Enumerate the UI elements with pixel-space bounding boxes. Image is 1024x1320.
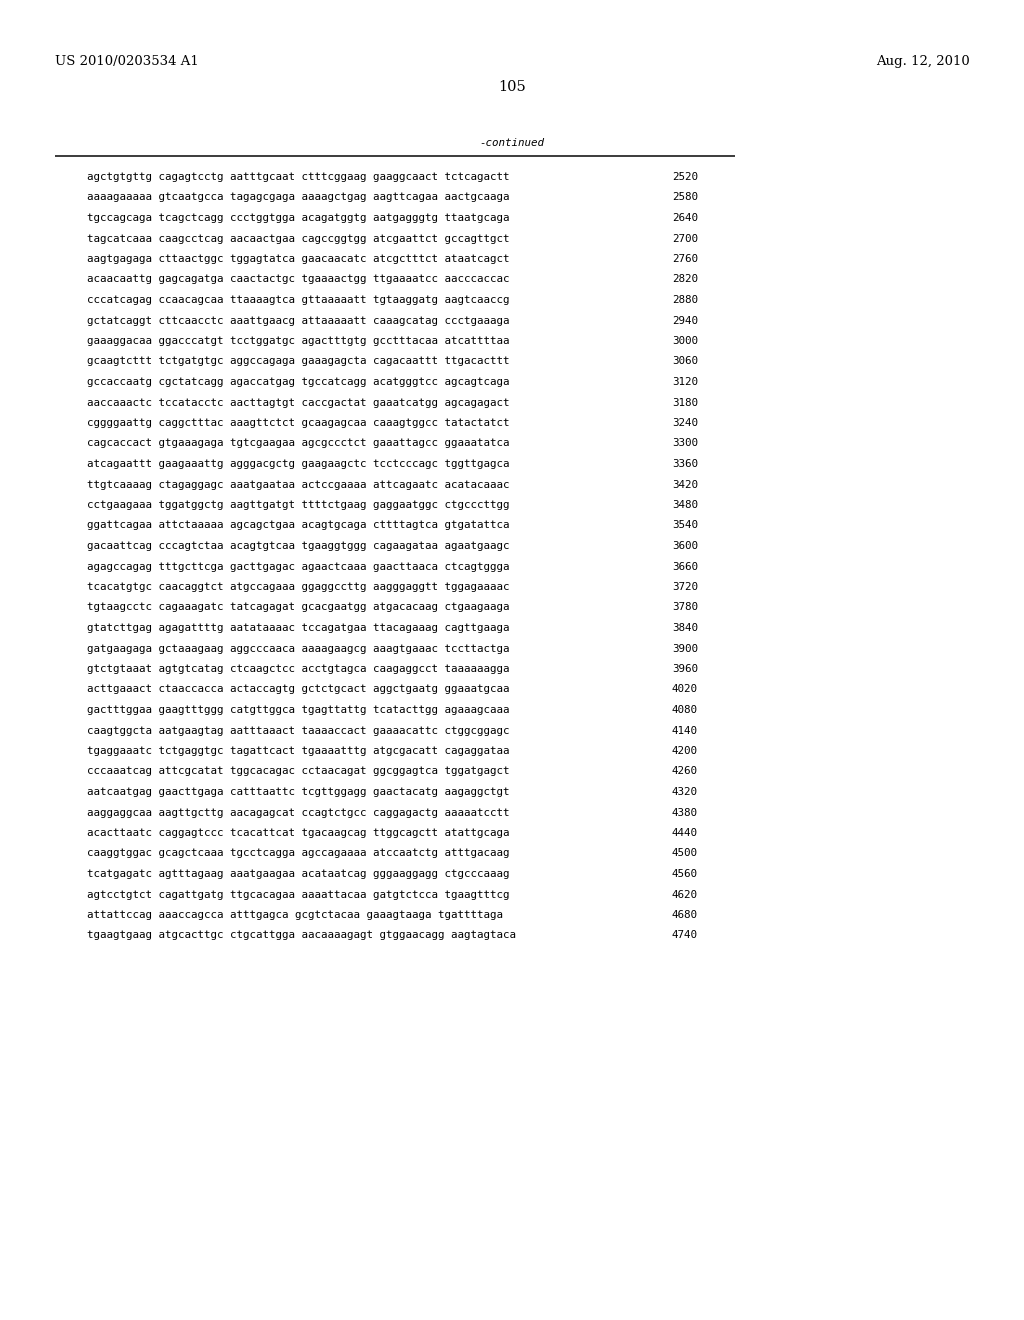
Text: 2520: 2520 bbox=[672, 172, 698, 182]
Text: tgccagcaga tcagctcagg ccctggtgga acagatggtg aatgagggtg ttaatgcaga: tgccagcaga tcagctcagg ccctggtgga acagatg… bbox=[87, 213, 510, 223]
Text: 3360: 3360 bbox=[672, 459, 698, 469]
Text: 4260: 4260 bbox=[672, 767, 698, 776]
Text: acacttaatc caggagtccc tcacattcat tgacaagcag ttggcagctt atattgcaga: acacttaatc caggagtccc tcacattcat tgacaag… bbox=[87, 828, 510, 838]
Text: agagccagag tttgcttcga gacttgagac agaactcaaa gaacttaaca ctcagtggga: agagccagag tttgcttcga gacttgagac agaactc… bbox=[87, 561, 510, 572]
Text: cccaaatcag attcgcatat tggcacagac cctaacagat ggcggagtca tggatgagct: cccaaatcag attcgcatat tggcacagac cctaaca… bbox=[87, 767, 510, 776]
Text: 3840: 3840 bbox=[672, 623, 698, 634]
Text: cggggaattg caggctttac aaagttctct gcaagagcaa caaagtggcc tatactatct: cggggaattg caggctttac aaagttctct gcaagag… bbox=[87, 418, 510, 428]
Text: 2580: 2580 bbox=[672, 193, 698, 202]
Text: cagcaccact gtgaaagaga tgtcgaagaa agcgccctct gaaattagcc ggaaatatca: cagcaccact gtgaaagaga tgtcgaagaa agcgccc… bbox=[87, 438, 510, 449]
Text: aaggaggcaa aagttgcttg aacagagcat ccagtctgcc caggagactg aaaaatcctt: aaggaggcaa aagttgcttg aacagagcat ccagtct… bbox=[87, 808, 510, 817]
Text: tcatgagatc agtttagaag aaatgaagaa acataatcag gggaaggagg ctgcccaaag: tcatgagatc agtttagaag aaatgaagaa acataat… bbox=[87, 869, 510, 879]
Text: 3180: 3180 bbox=[672, 397, 698, 408]
Text: 3540: 3540 bbox=[672, 520, 698, 531]
Text: atcagaattt gaagaaattg agggacgctg gaagaagctc tcctcccagc tggttgagca: atcagaattt gaagaaattg agggacgctg gaagaag… bbox=[87, 459, 510, 469]
Text: 105: 105 bbox=[498, 81, 526, 94]
Text: 2640: 2640 bbox=[672, 213, 698, 223]
Text: 4380: 4380 bbox=[672, 808, 698, 817]
Text: 4020: 4020 bbox=[672, 685, 698, 694]
Text: agctgtgttg cagagtcctg aatttgcaat ctttcggaag gaaggcaact tctcagactt: agctgtgttg cagagtcctg aatttgcaat ctttcgg… bbox=[87, 172, 510, 182]
Text: 4680: 4680 bbox=[672, 909, 698, 920]
Text: caaggtggac gcagctcaaa tgcctcagga agccagaaaa atccaatctg atttgacaag: caaggtggac gcagctcaaa tgcctcagga agccaga… bbox=[87, 849, 510, 858]
Text: gacaattcag cccagtctaa acagtgtcaa tgaaggtggg cagaagataa agaatgaagc: gacaattcag cccagtctaa acagtgtcaa tgaaggt… bbox=[87, 541, 510, 550]
Text: acttgaaact ctaaccacca actaccagtg gctctgcact aggctgaatg ggaaatgcaa: acttgaaact ctaaccacca actaccagtg gctctgc… bbox=[87, 685, 510, 694]
Text: cccatcagag ccaacagcaa ttaaaagtca gttaaaaatt tgtaaggatg aagtcaaccg: cccatcagag ccaacagcaa ttaaaagtca gttaaaa… bbox=[87, 294, 510, 305]
Text: Aug. 12, 2010: Aug. 12, 2010 bbox=[877, 55, 970, 69]
Text: tgtaagcctc cagaaagatc tatcagagat gcacgaatgg atgacacaag ctgaagaaga: tgtaagcctc cagaaagatc tatcagagat gcacgaa… bbox=[87, 602, 510, 612]
Text: 4620: 4620 bbox=[672, 890, 698, 899]
Text: aaaagaaaaa gtcaatgcca tagagcgaga aaaagctgag aagttcagaa aactgcaaga: aaaagaaaaa gtcaatgcca tagagcgaga aaaagct… bbox=[87, 193, 510, 202]
Text: 2820: 2820 bbox=[672, 275, 698, 285]
Text: 4560: 4560 bbox=[672, 869, 698, 879]
Text: tagcatcaaa caagcctcag aacaactgaa cagccggtgg atcgaattct gccagttgct: tagcatcaaa caagcctcag aacaactgaa cagccgg… bbox=[87, 234, 510, 243]
Text: 3060: 3060 bbox=[672, 356, 698, 367]
Text: gatgaagaga gctaaagaag aggcccaaca aaaagaagcg aaagtgaaac tccttactga: gatgaagaga gctaaagaag aggcccaaca aaaagaa… bbox=[87, 644, 510, 653]
Text: aagtgagaga cttaactggc tggagtatca gaacaacatc atcgctttct ataatcagct: aagtgagaga cttaactggc tggagtatca gaacaac… bbox=[87, 253, 510, 264]
Text: gactttggaa gaagtttggg catgttggca tgagttattg tcatacttgg agaaagcaaa: gactttggaa gaagtttggg catgttggca tgagtta… bbox=[87, 705, 510, 715]
Text: 3960: 3960 bbox=[672, 664, 698, 675]
Text: 4740: 4740 bbox=[672, 931, 698, 940]
Text: 3240: 3240 bbox=[672, 418, 698, 428]
Text: 4500: 4500 bbox=[672, 849, 698, 858]
Text: aatcaatgag gaacttgaga catttaattc tcgttggagg gaactacatg aagaggctgt: aatcaatgag gaacttgaga catttaattc tcgttgg… bbox=[87, 787, 510, 797]
Text: cctgaagaaa tggatggctg aagttgatgt ttttctgaag gaggaatggc ctgcccttgg: cctgaagaaa tggatggctg aagttgatgt ttttctg… bbox=[87, 500, 510, 510]
Text: 4080: 4080 bbox=[672, 705, 698, 715]
Text: 3900: 3900 bbox=[672, 644, 698, 653]
Text: 3420: 3420 bbox=[672, 479, 698, 490]
Text: 3780: 3780 bbox=[672, 602, 698, 612]
Text: 3480: 3480 bbox=[672, 500, 698, 510]
Text: aaccaaactc tccatacctc aacttagtgt caccgactat gaaatcatgg agcagagact: aaccaaactc tccatacctc aacttagtgt caccgac… bbox=[87, 397, 510, 408]
Text: tgaagtgaag atgcacttgc ctgcattgga aacaaaagagt gtggaacagg aagtagtaca: tgaagtgaag atgcacttgc ctgcattgga aacaaaa… bbox=[87, 931, 516, 940]
Text: gtatcttgag agagattttg aatataaaac tccagatgaa ttacagaaag cagttgaaga: gtatcttgag agagattttg aatataaaac tccagat… bbox=[87, 623, 510, 634]
Text: ttgtcaaaag ctagaggagc aaatgaataa actccgaaaa attcagaatc acatacaaac: ttgtcaaaag ctagaggagc aaatgaataa actccga… bbox=[87, 479, 510, 490]
Text: gccaccaatg cgctatcagg agaccatgag tgccatcagg acatgggtcc agcagtcaga: gccaccaatg cgctatcagg agaccatgag tgccatc… bbox=[87, 378, 510, 387]
Text: 3600: 3600 bbox=[672, 541, 698, 550]
Text: ggattcagaa attctaaaaa agcagctgaa acagtgcaga cttttagtca gtgatattca: ggattcagaa attctaaaaa agcagctgaa acagtgc… bbox=[87, 520, 510, 531]
Text: acaacaattg gagcagatga caactactgc tgaaaactgg ttgaaaatcc aacccaccac: acaacaattg gagcagatga caactactgc tgaaaac… bbox=[87, 275, 510, 285]
Text: 4140: 4140 bbox=[672, 726, 698, 735]
Text: agtcctgtct cagattgatg ttgcacagaa aaaattacaa gatgtctcca tgaagtttcg: agtcctgtct cagattgatg ttgcacagaa aaaatta… bbox=[87, 890, 510, 899]
Text: gtctgtaaat agtgtcatag ctcaagctcc acctgtagca caagaggcct taaaaaagga: gtctgtaaat agtgtcatag ctcaagctcc acctgta… bbox=[87, 664, 510, 675]
Text: 2880: 2880 bbox=[672, 294, 698, 305]
Text: gctatcaggt cttcaacctc aaattgaacg attaaaaatt caaagcatag ccctgaaaga: gctatcaggt cttcaacctc aaattgaacg attaaaa… bbox=[87, 315, 510, 326]
Text: 4320: 4320 bbox=[672, 787, 698, 797]
Text: tgaggaaatc tctgaggtgc tagattcact tgaaaatttg atgcgacatt cagaggataa: tgaggaaatc tctgaggtgc tagattcact tgaaaat… bbox=[87, 746, 510, 756]
Text: caagtggcta aatgaagtag aatttaaact taaaaccact gaaaacattc ctggcggagc: caagtggcta aatgaagtag aatttaaact taaaacc… bbox=[87, 726, 510, 735]
Text: 3720: 3720 bbox=[672, 582, 698, 591]
Text: tcacatgtgc caacaggtct atgccagaaa ggaggccttg aagggaggtt tggagaaaac: tcacatgtgc caacaggtct atgccagaaa ggaggcc… bbox=[87, 582, 510, 591]
Text: 3300: 3300 bbox=[672, 438, 698, 449]
Text: attattccag aaaccagcca atttgagca gcgtctacaa gaaagtaaga tgattttaga: attattccag aaaccagcca atttgagca gcgtctac… bbox=[87, 909, 503, 920]
Text: gaaaggacaa ggacccatgt tcctggatgc agactttgtg gcctttacaa atcattttaa: gaaaggacaa ggacccatgt tcctggatgc agacttt… bbox=[87, 337, 510, 346]
Text: 2940: 2940 bbox=[672, 315, 698, 326]
Text: -continued: -continued bbox=[479, 139, 545, 148]
Text: 2760: 2760 bbox=[672, 253, 698, 264]
Text: 4200: 4200 bbox=[672, 746, 698, 756]
Text: gcaagtcttt tctgatgtgc aggccagaga gaaagagcta cagacaattt ttgacacttt: gcaagtcttt tctgatgtgc aggccagaga gaaagag… bbox=[87, 356, 510, 367]
Text: 3660: 3660 bbox=[672, 561, 698, 572]
Text: US 2010/0203534 A1: US 2010/0203534 A1 bbox=[55, 55, 199, 69]
Text: 4440: 4440 bbox=[672, 828, 698, 838]
Text: 2700: 2700 bbox=[672, 234, 698, 243]
Text: 3120: 3120 bbox=[672, 378, 698, 387]
Text: 3000: 3000 bbox=[672, 337, 698, 346]
